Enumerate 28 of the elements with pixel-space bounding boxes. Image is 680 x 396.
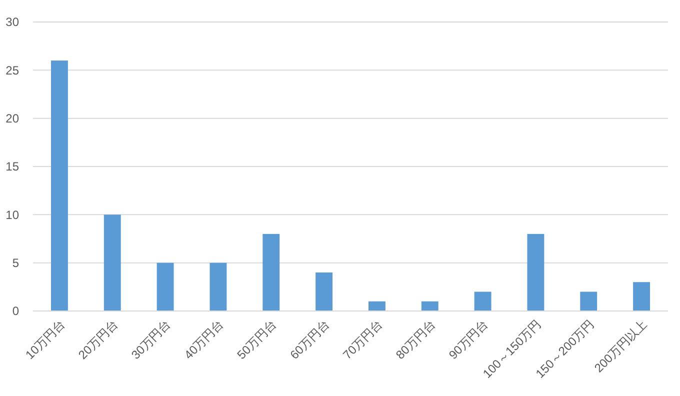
x-tick-label: 60万円台 [287,317,332,362]
y-tick-label: 10 [6,208,20,222]
bar [368,301,386,311]
bar [316,272,333,311]
x-tick-label: 20万円台 [76,317,120,362]
bar [527,234,544,311]
bar [262,234,280,311]
bar [580,292,598,311]
bar [210,262,227,311]
y-tick-label: 25 [6,63,20,78]
x-tick-label: 50万円台 [234,317,280,362]
x-tick-label: 30万円台 [128,317,174,362]
bar [104,214,121,311]
bar [474,292,492,311]
x-tick-label: 90万円台 [446,317,491,362]
bar [633,282,650,311]
y-tick-label: 15 [6,160,20,174]
y-tick-label: 30 [6,15,20,30]
x-tick-label: 70万円台 [340,317,386,362]
bar [50,60,68,311]
y-tick-label: 20 [6,112,20,126]
bar [156,262,174,311]
x-tick-label: 80万円台 [393,317,438,362]
x-tick-label: 40万円台 [181,317,226,362]
y-tick-label: 5 [12,256,20,270]
bar [421,301,438,311]
x-tick-label: 10万円台 [22,317,68,362]
y-tick-label: 0 [12,304,20,318]
